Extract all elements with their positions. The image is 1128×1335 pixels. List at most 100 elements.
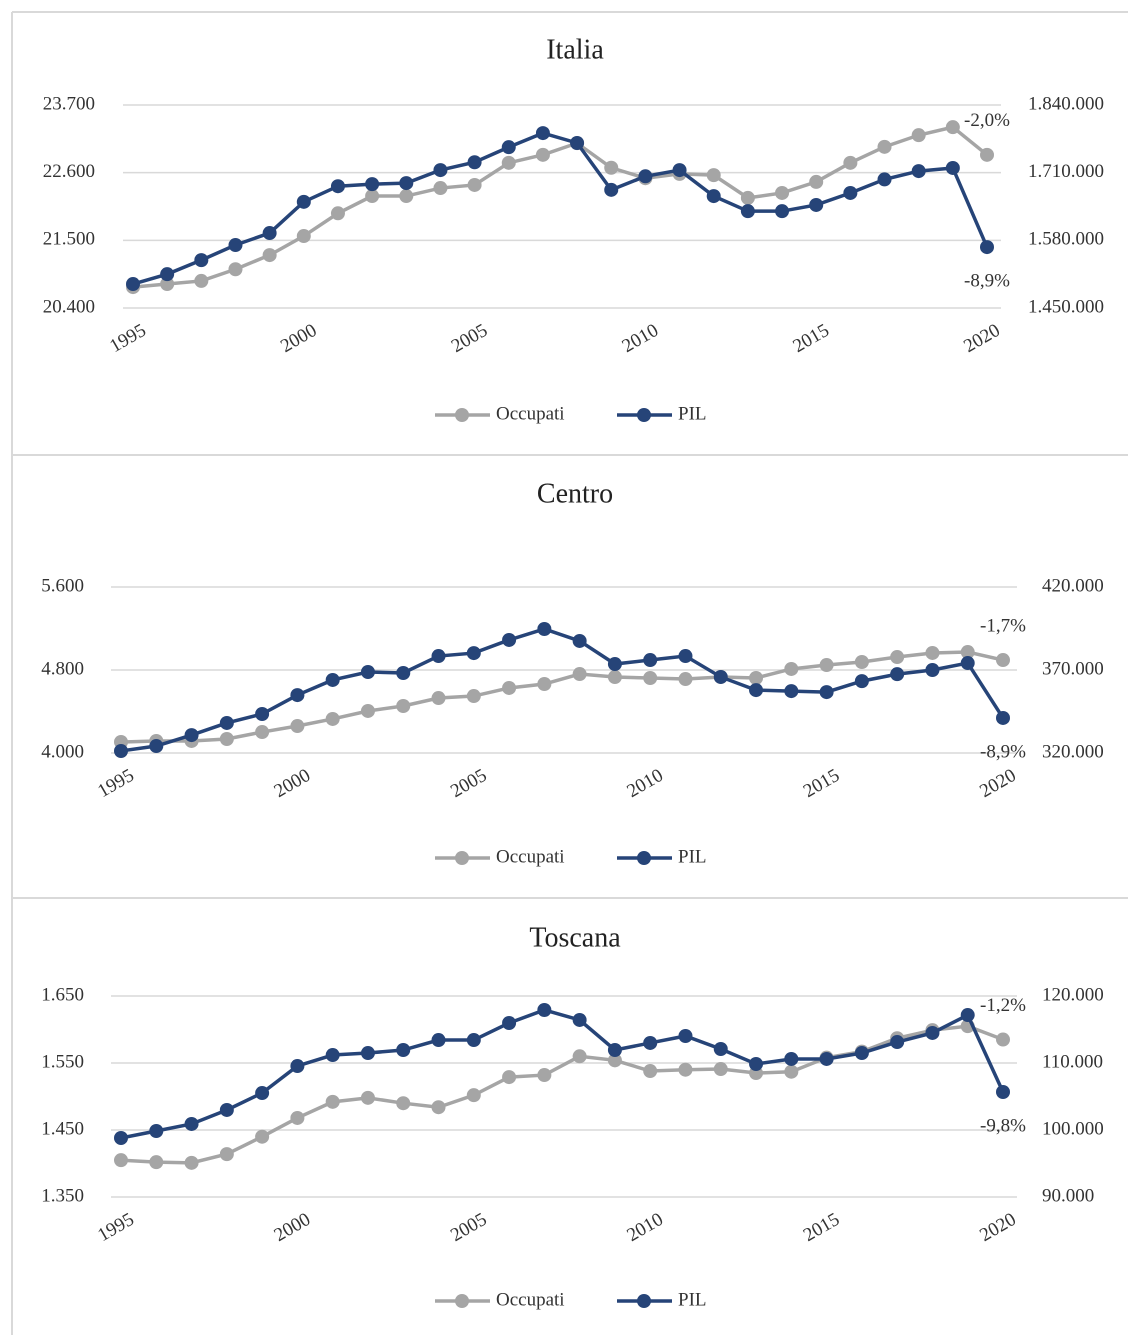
data-point bbox=[396, 699, 411, 714]
y-tick-label: 1.450 bbox=[41, 1118, 84, 1139]
data-point bbox=[194, 273, 209, 288]
data-point bbox=[535, 147, 550, 162]
data-point bbox=[960, 1008, 975, 1023]
x-tick-label: 1995 bbox=[94, 765, 137, 802]
legend-label: PIL bbox=[678, 846, 707, 867]
data-point bbox=[607, 670, 622, 685]
x-tick-label: 2000 bbox=[271, 765, 314, 802]
data-point bbox=[219, 1147, 234, 1162]
y-tick-label: 4.000 bbox=[41, 741, 84, 762]
data-point bbox=[466, 689, 481, 704]
data-point bbox=[877, 172, 892, 187]
data-point bbox=[960, 645, 975, 660]
data-point bbox=[255, 706, 270, 721]
data-point bbox=[228, 238, 243, 253]
x-tick-label: 2015 bbox=[800, 1209, 843, 1246]
series-line bbox=[132, 131, 989, 286]
x-tick-label: 2015 bbox=[789, 320, 832, 357]
data-point bbox=[678, 672, 693, 687]
data-point bbox=[296, 229, 311, 244]
data-point bbox=[149, 1155, 164, 1170]
y2-tick-label: 110.000 bbox=[1042, 1051, 1103, 1072]
y-tick-label: 1.650 bbox=[41, 984, 84, 1005]
y2-tick-label: 320.000 bbox=[1042, 741, 1104, 762]
x-tick-label: 2010 bbox=[623, 1209, 666, 1246]
data-point bbox=[184, 1155, 199, 1170]
x-tick-label: 2005 bbox=[447, 765, 490, 802]
y2-tick-label: 90.000 bbox=[1042, 1185, 1094, 1206]
data-point bbox=[399, 176, 414, 191]
data-point bbox=[643, 670, 658, 685]
data-point bbox=[535, 126, 550, 141]
data-point bbox=[290, 1110, 305, 1125]
data-point bbox=[365, 189, 380, 204]
x-tick-label: 2020 bbox=[976, 1209, 1019, 1246]
data-point bbox=[431, 691, 446, 706]
data-point bbox=[255, 1086, 270, 1101]
data-point bbox=[228, 262, 243, 277]
data-point bbox=[749, 683, 764, 698]
data-point bbox=[467, 155, 482, 170]
data-point bbox=[570, 135, 585, 150]
legend-label: PIL bbox=[678, 1289, 707, 1310]
chart-title: Centro bbox=[537, 478, 613, 509]
data-point bbox=[537, 621, 552, 636]
annotation: -9,8% bbox=[980, 1115, 1026, 1136]
y2-tick-label: 100.000 bbox=[1042, 1118, 1104, 1139]
annotation: -2,0% bbox=[964, 110, 1010, 131]
data-point bbox=[784, 661, 799, 676]
data-point bbox=[184, 1116, 199, 1131]
chart-title: Toscana bbox=[529, 922, 621, 953]
data-point bbox=[219, 731, 234, 746]
x-tick-label: 2000 bbox=[277, 320, 320, 357]
data-point bbox=[843, 155, 858, 170]
series-line bbox=[132, 125, 989, 289]
data-point bbox=[996, 710, 1010, 725]
x-tick-label: 2000 bbox=[271, 1209, 314, 1246]
y2-tick-label: 1.450.000 bbox=[1028, 296, 1104, 317]
data-point bbox=[740, 204, 755, 219]
data-point bbox=[255, 1129, 270, 1144]
data-point bbox=[809, 174, 824, 189]
data-point bbox=[262, 248, 277, 263]
series-line bbox=[120, 650, 1004, 744]
data-point bbox=[890, 650, 905, 665]
data-point bbox=[713, 669, 728, 684]
data-point bbox=[502, 1070, 517, 1085]
data-point bbox=[925, 663, 940, 677]
data-point bbox=[678, 1028, 693, 1043]
data-point bbox=[643, 1064, 658, 1079]
data-point bbox=[290, 1059, 305, 1074]
data-point bbox=[672, 163, 687, 178]
chart-title: Italia bbox=[546, 34, 604, 65]
data-point bbox=[396, 1043, 411, 1058]
data-point bbox=[194, 253, 209, 268]
x-tick-label: 1995 bbox=[94, 1209, 137, 1246]
data-point bbox=[149, 739, 164, 754]
data-point bbox=[819, 685, 834, 700]
data-point bbox=[809, 197, 824, 212]
data-point bbox=[502, 680, 517, 695]
data-point bbox=[911, 128, 926, 143]
legend-label: Occupati bbox=[496, 846, 565, 867]
y-tick-label: 1.350 bbox=[41, 1185, 84, 1206]
data-point bbox=[604, 182, 619, 197]
data-point bbox=[775, 185, 790, 200]
series-line bbox=[120, 1008, 1005, 1140]
data-point bbox=[149, 1124, 164, 1139]
data-point bbox=[854, 655, 869, 670]
data-point bbox=[396, 665, 411, 680]
data-point bbox=[262, 226, 277, 241]
data-point bbox=[607, 1043, 622, 1058]
data-point bbox=[114, 1130, 128, 1145]
data-point bbox=[713, 1041, 728, 1056]
data-point bbox=[365, 177, 380, 192]
data-point bbox=[160, 277, 175, 292]
data-point bbox=[607, 657, 622, 672]
y2-tick-label: 120.000 bbox=[1042, 984, 1104, 1005]
data-point bbox=[360, 1090, 375, 1105]
data-point bbox=[843, 185, 858, 200]
data-point bbox=[537, 1068, 552, 1083]
data-point bbox=[980, 147, 994, 162]
data-point bbox=[433, 163, 448, 178]
